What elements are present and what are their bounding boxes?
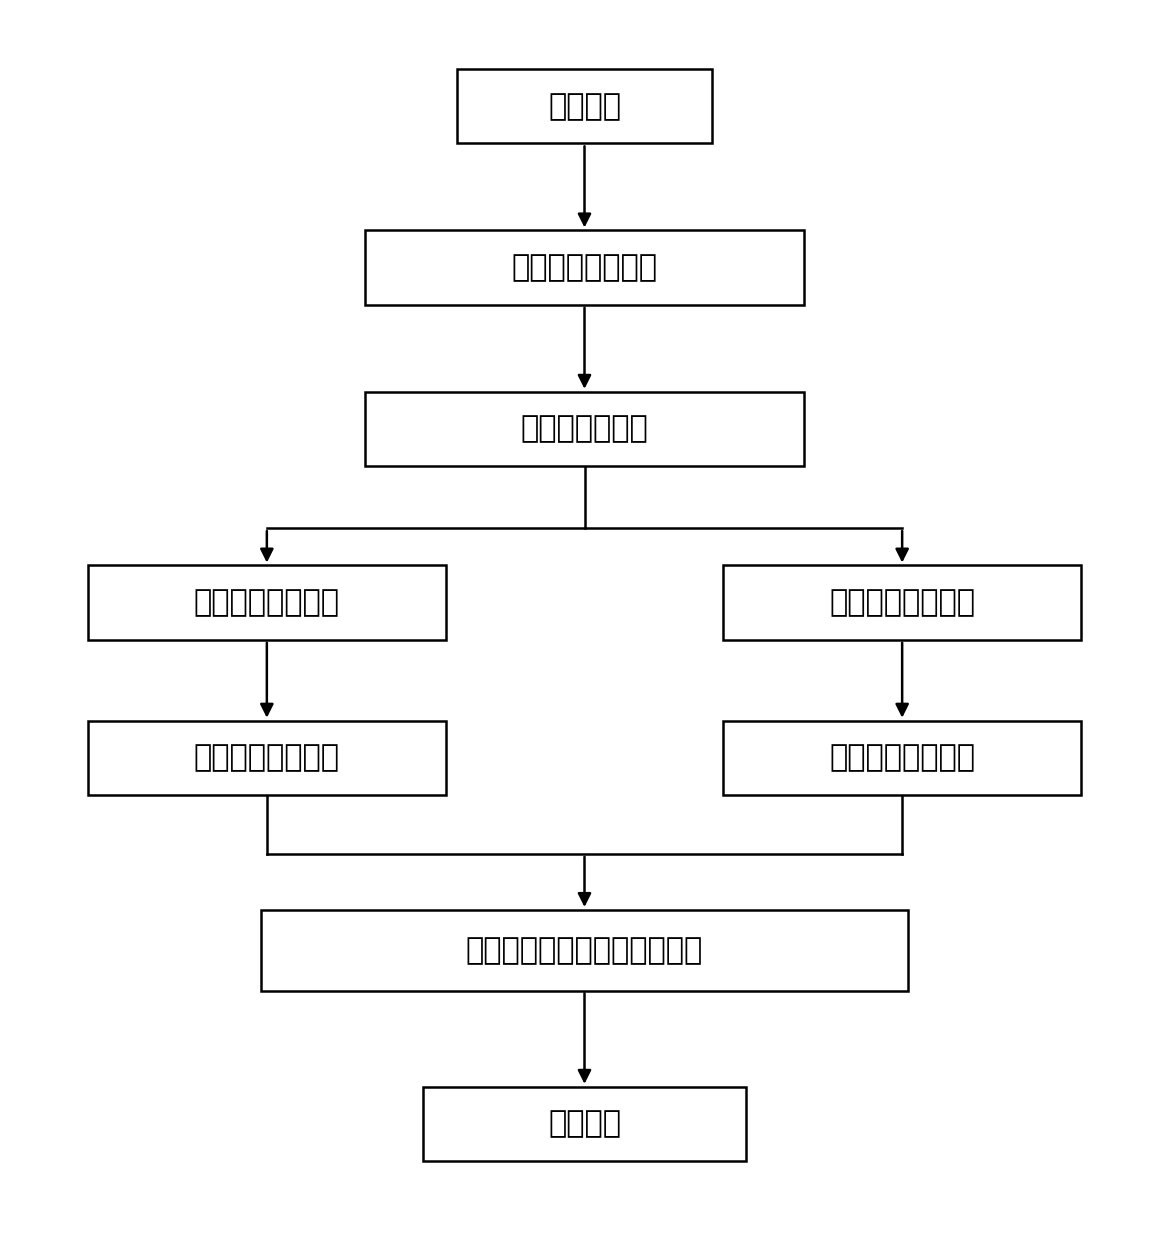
- Bar: [261, 910, 908, 990]
- Text: 计算结束: 计算结束: [548, 1109, 621, 1138]
- Bar: [423, 1087, 746, 1161]
- Text: 坡体倾斜数据输入: 坡体倾斜数据输入: [194, 589, 340, 617]
- Text: 监测点位置输入: 监测点位置输入: [520, 414, 649, 443]
- Text: 坡体振动数据输入: 坡体振动数据输入: [829, 589, 975, 617]
- Text: 坡体原始地形输入: 坡体原始地形输入: [512, 254, 657, 282]
- Bar: [724, 720, 1081, 796]
- Text: 计算开始: 计算开始: [548, 92, 621, 120]
- Text: 坡体空间变形及破坏程度判定: 坡体空间变形及破坏程度判定: [466, 936, 703, 965]
- Bar: [88, 720, 445, 796]
- Bar: [457, 69, 712, 143]
- Bar: [365, 392, 804, 466]
- Text: 振动源查找与计算: 振动源查找与计算: [829, 743, 975, 772]
- Bar: [365, 231, 804, 305]
- Bar: [88, 566, 445, 640]
- Bar: [724, 566, 1081, 640]
- Text: 坡体断面变形分析: 坡体断面变形分析: [194, 743, 340, 772]
